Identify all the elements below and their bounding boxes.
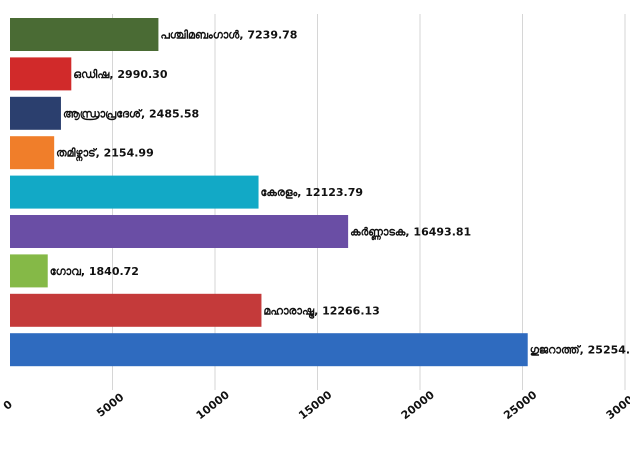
data-label-6: കർണ്ണാടക, 16493.81: [350, 226, 471, 241]
x-tick-label: 0: [1, 398, 15, 413]
x-tick-label: 30000: [604, 388, 630, 422]
bar-3: [10, 96, 61, 130]
bar-1: [10, 18, 159, 51]
x-axis-ticks: 0 5000 10000 15000 20000 25000 30000: [1, 388, 630, 422]
bar-6: [10, 215, 349, 248]
bar-7: [10, 254, 48, 288]
data-label-1: പശ്ചിമബംഗാൾ, 7239.78: [160, 29, 297, 42]
bars: [10, 18, 528, 367]
bar-2: [10, 57, 72, 91]
data-label-4: തമിഴ്നാട്, 2154.99: [56, 147, 154, 162]
bar-8: [10, 293, 262, 327]
x-tick-label: 15000: [296, 388, 334, 422]
data-label-9: ഗുജറാത്ത്, 25254.28: [530, 344, 630, 357]
data-label-3: ആന്ധ്രാപ്രദേശ്, 2485.58: [63, 107, 199, 120]
x-tick-label: 25000: [501, 388, 539, 422]
x-tick-label: 10000: [194, 388, 232, 422]
bar-4: [10, 136, 55, 170]
data-label-8: മഹാരാഷ്ട്ര, 12266.13: [263, 304, 379, 319]
data-label-5: കേരളം, 12123.79: [261, 186, 363, 199]
data-label-7: ഗോവ, 1840.72: [50, 265, 139, 278]
bar-9: [10, 333, 528, 367]
x-tick-label: 5000: [94, 390, 126, 419]
gridlines: [112, 14, 626, 390]
x-tick-label: 20000: [399, 388, 437, 422]
bar-5: [10, 175, 259, 209]
data-labels: പശ്ചിമബംഗാൾ, 7239.78 ഒഡിഷ, 2990.30 ആന്ധ്രാ…: [50, 29, 630, 357]
data-label-2: ഒഡിഷ, 2990.30: [73, 68, 168, 81]
